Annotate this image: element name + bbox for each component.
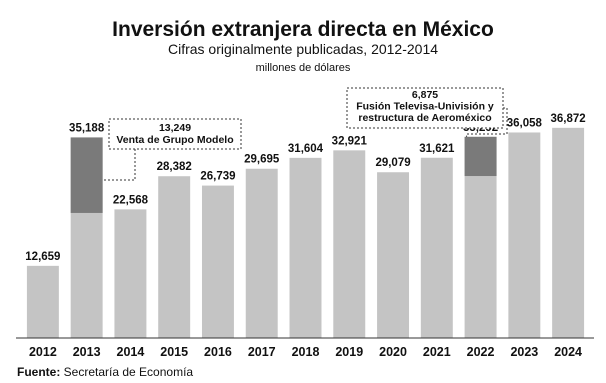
value-label-2017: 29,695	[244, 154, 280, 166]
bar-2018	[289, 157, 322, 338]
bars-layer	[26, 127, 585, 339]
value-label-2023: 36,058	[507, 117, 543, 129]
bar-2016	[201, 185, 234, 338]
value-label-2019: 32,921	[332, 135, 368, 147]
value-label-2016: 26,739	[200, 171, 235, 183]
x-tick-2017: 2017	[248, 345, 276, 359]
bar-2024	[552, 127, 585, 339]
bar-2019	[333, 150, 366, 338]
value-label-2013: 35,188	[69, 122, 105, 134]
bar-2023	[508, 132, 541, 338]
bar-highlight-2013	[70, 137, 103, 213]
source-text: Secretaría de Economía	[60, 365, 193, 379]
x-tick-2013: 2013	[73, 345, 101, 359]
annotation-leader-2022	[466, 107, 508, 137]
source-note: Fuente: Secretaría de Economía	[17, 365, 193, 379]
bar-2017	[245, 168, 278, 338]
chart-subtitle: Cifras originalmente publicadas, 2012-20…	[168, 41, 438, 57]
value-label-2024: 36,872	[551, 113, 586, 125]
bar-2012	[26, 265, 59, 338]
x-tick-2018: 2018	[292, 345, 320, 359]
x-tick-2021: 2021	[423, 345, 451, 359]
value-label-2020: 29,079	[375, 157, 410, 169]
x-tick-2012: 2012	[29, 345, 57, 359]
x-tick-2016: 2016	[204, 345, 232, 359]
annotation-leader-2013	[102, 149, 136, 181]
bar-2020	[377, 172, 410, 338]
chart-title: Inversión extranjera directa en México	[112, 18, 494, 41]
value-label-2015: 28,382	[157, 161, 192, 173]
annotation-box-2022	[346, 87, 504, 129]
x-tick-2020: 2020	[379, 345, 407, 359]
bar-highlight-2022	[464, 136, 497, 177]
annotation-line-2022-0: 6,875	[412, 89, 438, 101]
annotation-line-2013-0: 13,249	[159, 122, 191, 134]
x-tick-2023: 2023	[510, 345, 538, 359]
value-label-2014: 22,568	[113, 194, 149, 206]
value-label-2018: 31,604	[288, 143, 324, 155]
annotation-line-2013-1: Venta de Grupo Modelo	[116, 134, 233, 146]
x-tick-2022: 2022	[467, 345, 495, 359]
annotation-line-2022-2: restructura de Aeroméxico	[358, 112, 491, 124]
bar-2021	[420, 157, 453, 338]
bar-2015	[158, 176, 191, 338]
value-label-2021: 31,621	[419, 143, 455, 155]
value-label-2012: 12,659	[25, 251, 60, 263]
x-tick-2014: 2014	[117, 345, 145, 359]
x-tick-2019: 2019	[335, 345, 363, 359]
bar-2014	[114, 209, 147, 338]
annotation-line-2022-1: Fusión Televisa-Univisión y	[356, 101, 494, 113]
x-tick-2015: 2015	[160, 345, 188, 359]
unit-label: millones de dólares	[256, 62, 351, 74]
source-label: Fuente:	[17, 365, 60, 379]
x-tick-2024: 2024	[554, 345, 582, 359]
annotation-box-2013	[108, 118, 242, 150]
x-tick-labels-layer: 2012 2013 2014 2015 2016 2017 2018 2019 2020 2021…	[29, 345, 582, 359]
